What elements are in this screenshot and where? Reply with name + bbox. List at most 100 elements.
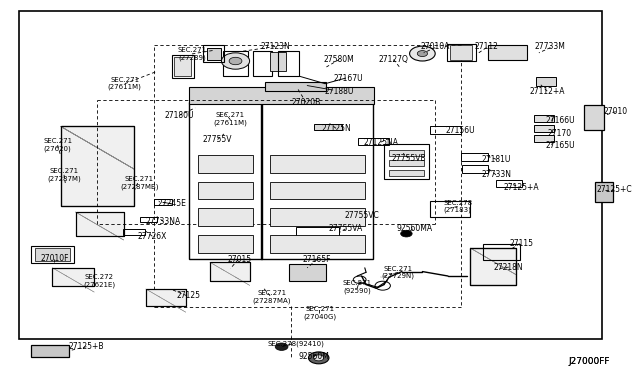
Text: 27125+A: 27125+A (504, 183, 540, 192)
Text: SEC.271
(27287MA): SEC.271 (27287MA) (253, 290, 291, 304)
Text: 27181U: 27181U (481, 155, 511, 164)
Text: SEC.271
(27040G): SEC.271 (27040G) (303, 307, 337, 320)
Bar (358, 138, 389, 145)
Bar (223, 51, 248, 76)
Text: SEC.271
(27287M): SEC.271 (27287M) (47, 168, 81, 182)
Bar (270, 155, 365, 173)
Text: 27580M: 27580M (324, 55, 355, 64)
Text: 27165U: 27165U (545, 141, 575, 150)
Text: 27015: 27015 (228, 255, 252, 264)
Text: 27170: 27170 (548, 129, 572, 138)
Text: 27125+C: 27125+C (596, 185, 632, 194)
Bar (19, 11, 602, 339)
Bar (270, 208, 365, 226)
Text: 27125+B: 27125+B (68, 342, 104, 351)
Bar (296, 227, 339, 238)
Text: 27167U: 27167U (334, 74, 364, 83)
Bar (123, 229, 145, 235)
Bar (76, 212, 124, 236)
Bar (461, 153, 488, 161)
Text: SEC.278
(27183): SEC.278 (27183) (443, 200, 472, 213)
Text: 27115: 27115 (509, 239, 534, 248)
Text: J27000FF: J27000FF (568, 357, 609, 366)
Bar (389, 150, 424, 156)
Text: 27733M: 27733M (535, 42, 566, 51)
Text: 27733NA: 27733NA (145, 217, 181, 226)
Text: 92560M: 92560M (298, 352, 329, 361)
Text: 27165F: 27165F (303, 255, 331, 264)
Bar (189, 102, 262, 259)
Bar (154, 199, 172, 205)
Bar (470, 248, 516, 285)
Bar (430, 201, 470, 217)
Bar (496, 180, 522, 187)
Bar (265, 82, 326, 91)
Bar (534, 135, 554, 142)
Bar (31, 345, 69, 357)
Bar (447, 44, 476, 61)
Bar (253, 51, 272, 76)
Circle shape (221, 53, 250, 69)
Bar (289, 264, 326, 281)
Text: J27000FF: J27000FF (568, 357, 609, 366)
Bar (207, 48, 221, 60)
Bar (35, 248, 70, 261)
Text: 27156U: 27156U (446, 126, 476, 135)
Bar (470, 248, 516, 285)
Circle shape (417, 51, 428, 57)
Bar (488, 45, 527, 60)
Bar (189, 87, 374, 104)
Bar (430, 126, 461, 134)
Text: SEC.271
(27287MB): SEC.271 (27287MB) (120, 176, 159, 190)
Bar (270, 52, 286, 71)
Bar (534, 115, 554, 122)
Text: 27125: 27125 (177, 291, 201, 300)
Text: 27180U: 27180U (164, 111, 194, 120)
Bar (52, 268, 94, 286)
Text: 27125NA: 27125NA (364, 138, 398, 147)
Bar (140, 217, 157, 222)
Text: 27755V: 27755V (203, 135, 232, 144)
Text: 27245E: 27245E (157, 199, 186, 208)
Text: 27010F: 27010F (40, 254, 68, 263)
Text: 27112: 27112 (474, 42, 499, 51)
Text: 27010: 27010 (604, 107, 628, 116)
Text: 27127Q: 27127Q (379, 55, 408, 64)
Bar (270, 235, 365, 253)
Bar (536, 77, 556, 86)
Text: SEC.271
(92590): SEC.271 (92590) (342, 280, 372, 294)
Bar (462, 165, 488, 173)
Bar (198, 235, 253, 253)
Bar (389, 170, 424, 176)
Text: 27755VB: 27755VB (391, 154, 426, 163)
Bar (198, 155, 253, 173)
Text: SEC.278(92410): SEC.278(92410) (268, 341, 324, 347)
Circle shape (308, 352, 329, 364)
Bar (198, 182, 253, 199)
Bar (261, 102, 373, 259)
Text: SEC.271
(27611M): SEC.271 (27611M) (108, 77, 141, 90)
Text: 27755VA: 27755VA (328, 224, 363, 233)
Text: 27010A: 27010A (420, 42, 450, 51)
Text: 27112+A: 27112+A (529, 87, 565, 96)
Bar (146, 289, 186, 306)
Circle shape (314, 355, 324, 361)
Text: 27188U: 27188U (324, 87, 354, 96)
Bar (210, 262, 250, 281)
Bar (584, 105, 604, 130)
Text: SEC.272
(27621E): SEC.272 (27621E) (83, 274, 115, 288)
Bar (146, 289, 186, 306)
Text: SEC.271
(27620): SEC.271 (27620) (43, 138, 72, 152)
Bar (172, 55, 194, 78)
Bar (31, 246, 74, 263)
Bar (595, 182, 613, 202)
Bar (61, 126, 134, 206)
Text: 27733N: 27733N (481, 170, 511, 179)
Text: SEC.271
(27729N): SEC.271 (27729N) (381, 266, 415, 279)
Bar (174, 57, 191, 76)
Bar (534, 125, 554, 132)
Bar (76, 212, 124, 236)
Bar (203, 45, 224, 62)
Bar (52, 268, 94, 286)
Text: SEC.271
(27611M): SEC.271 (27611M) (214, 112, 247, 126)
